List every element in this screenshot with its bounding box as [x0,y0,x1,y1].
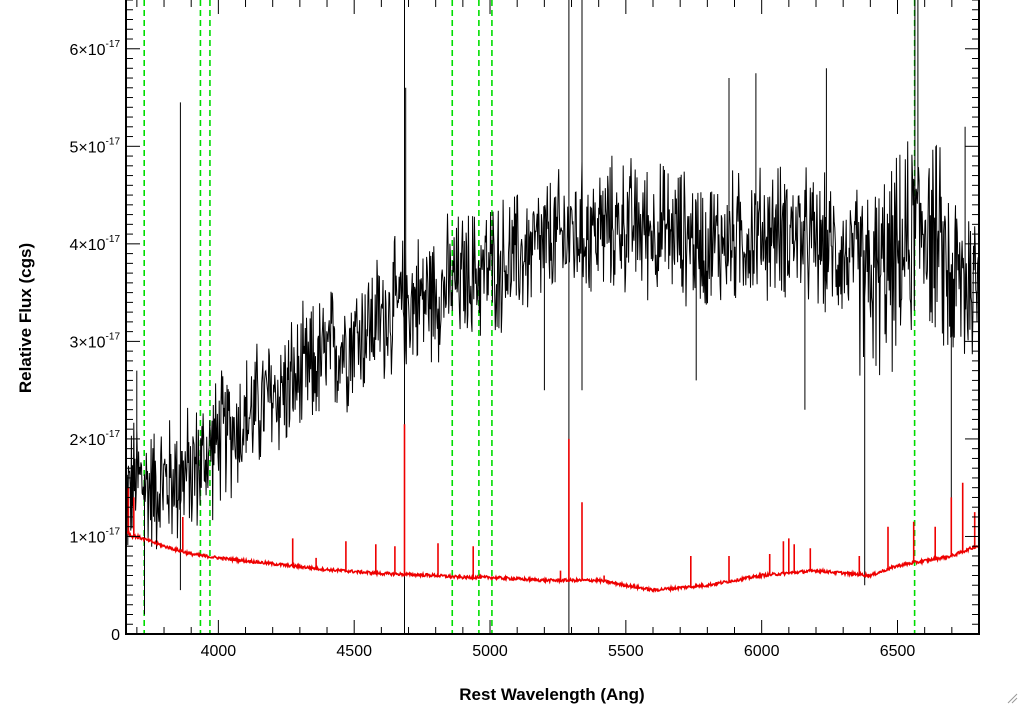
x-tick-label: 6000 [744,643,780,660]
x-axis-title: Rest Wavelength (Ang) [459,685,644,704]
x-tick-label: 5000 [472,643,508,660]
plot-frame [125,0,980,635]
y-tick-label: 5×10-17 [70,136,121,156]
x-tick-label: 6500 [880,643,916,660]
x-tick-label: 4500 [336,643,372,660]
x-tick-label: 4000 [201,643,237,660]
y-tick-label: 1×10-17 [70,526,121,546]
y-tick-label: 4×10-17 [70,234,121,254]
y-axis-ticks: 0 1×10-17 2×10-17 3×10-17 4×10-17 5×10-17 6×10… [70,0,979,644]
x-tick-label: 5500 [608,643,644,660]
reference-lines [143,0,916,634]
y-tick-label: 0 [111,627,120,644]
resize-grip-icon[interactable] [1004,690,1018,704]
observed-spectrum-line [126,0,979,634]
y-tick-label: 2×10-17 [70,429,121,449]
model-spectrum-line [126,424,979,594]
x-axis-ticks: 4000 4500 5000 5500 6000 6500 [136,0,980,660]
y-tick-label: 6×10-17 [70,39,121,59]
axes-frame [125,0,980,635]
y-axis-title: Relative Flux (cgs) [16,243,35,393]
y-tick-label: 3×10-17 [70,331,121,351]
plot-area [126,0,979,634]
